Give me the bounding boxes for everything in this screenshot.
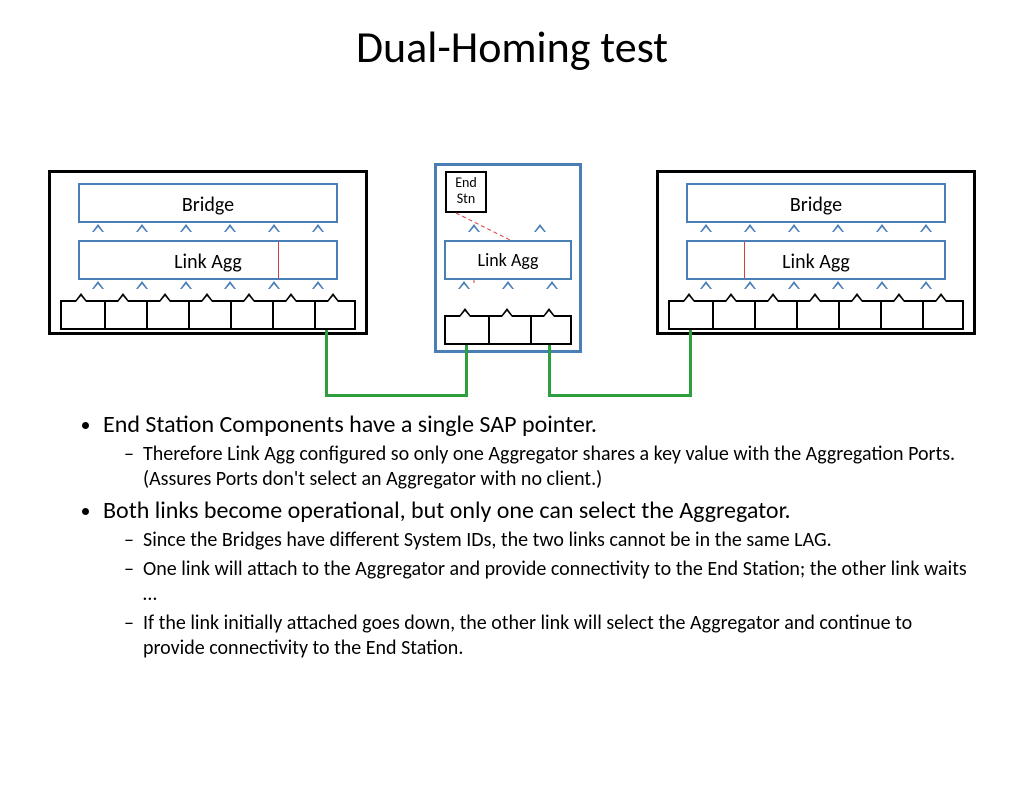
right-red-mark: [744, 242, 745, 278]
left-bridge-layer: Bridge: [78, 183, 338, 223]
bullet-l1: End Station Components have a single SAP…: [103, 410, 974, 492]
wire-right: [548, 394, 692, 397]
bullet-l2: One link will attach to the Aggregator a…: [143, 557, 974, 607]
wire-right: [689, 330, 692, 397]
slide-title: Dual-Homing test: [0, 20, 1024, 74]
right-linkagg-layer: Link Agg: [686, 240, 946, 280]
center-ports: [444, 315, 572, 345]
notch-row: [444, 225, 572, 233]
bullet-l2: Since the Bridges have different System …: [143, 528, 974, 553]
notch-row: [78, 225, 338, 233]
notch-row: [78, 282, 338, 290]
right-bridge-layer: Bridge: [686, 183, 946, 223]
wire-right: [548, 345, 551, 397]
bullet-l2: Therefore Link Agg configured so only on…: [143, 442, 974, 492]
notch-row: [668, 293, 964, 301]
diagram-canvas: Bridge Link Agg Bridge: [0, 115, 1024, 405]
wire-left: [325, 394, 468, 397]
notch-row: [60, 293, 356, 301]
bullet-l1: Both links become operational, but only …: [103, 496, 974, 661]
bullet-list: End Station Components have a single SAP…: [75, 410, 974, 665]
right-ports: [668, 300, 964, 330]
bullet-l2: If the link initially attached goes down…: [143, 611, 974, 661]
center-linkagg-layer: Link Agg: [444, 240, 572, 280]
notch-row: [686, 225, 946, 233]
left-linkagg-layer: Link Agg: [78, 240, 338, 280]
left-ports: [60, 300, 356, 330]
wire-left: [465, 345, 468, 397]
left-red-mark: [278, 242, 279, 278]
notch-row: [444, 308, 572, 316]
notch-row: [686, 282, 946, 290]
notch-row: [444, 282, 572, 290]
wire-left: [325, 330, 328, 397]
